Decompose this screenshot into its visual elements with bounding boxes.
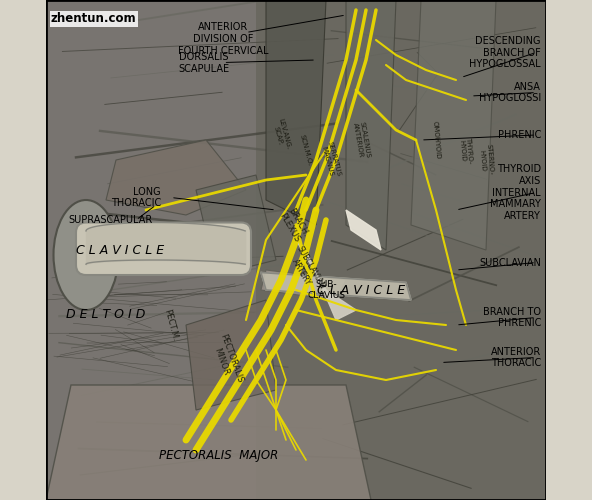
Text: OMOHYOID: OMOHYOID	[432, 120, 440, 160]
Polygon shape	[261, 270, 346, 300]
Text: SUBCLAVIAN: SUBCLAVIAN	[479, 258, 541, 268]
Text: D E L T O I D: D E L T O I D	[66, 308, 146, 322]
Text: STERNO-
HYOID: STERNO- HYOID	[478, 144, 494, 176]
Polygon shape	[186, 300, 276, 410]
Text: SERRATUS
MAGNUS: SERRATUS MAGNUS	[320, 141, 342, 179]
Polygon shape	[106, 140, 246, 215]
Text: SUPRASCAPULAR: SUPRASCAPULAR	[69, 215, 153, 225]
Text: THYROID
AXIS
INTERNAL
MAMMARY
ARTERY: THYROID AXIS INTERNAL MAMMARY ARTERY	[490, 164, 541, 220]
Text: ANSA
HYPOGLOSSI: ANSA HYPOGLOSSI	[479, 82, 541, 104]
Text: C L A V I C L E: C L A V I C L E	[317, 284, 405, 296]
Text: SCALENUS
ANTERIOR: SCALENUS ANTERIOR	[352, 120, 371, 160]
Polygon shape	[411, 0, 496, 250]
Text: zhentun.com: zhentun.com	[51, 12, 137, 26]
Text: DORSALIS
SCAPULAE: DORSALIS SCAPULAE	[178, 52, 229, 74]
Text: ANTERIOR
THORACIC: ANTERIOR THORACIC	[491, 346, 541, 368]
Text: BRANCH TO
PHRENIC: BRANCH TO PHRENIC	[483, 306, 541, 328]
Polygon shape	[296, 240, 356, 320]
Text: SUBCLAVIAN
ARTERY: SUBCLAVIAN ARTERY	[285, 244, 326, 296]
Text: LEV.ANG.
SCAP.: LEV.ANG. SCAP.	[271, 118, 291, 152]
Text: PECTORALIS  MAJOR: PECTORALIS MAJOR	[159, 448, 278, 462]
Text: PHRENIC: PHRENIC	[498, 130, 541, 140]
Text: ANTERIOR
DIVISION OF
FOURTH CERVICAL: ANTERIOR DIVISION OF FOURTH CERVICAL	[178, 22, 269, 56]
Text: LONG
THORACIC: LONG THORACIC	[111, 186, 161, 208]
Text: PECTORALIS
MINOR: PECTORALIS MINOR	[208, 332, 244, 388]
Polygon shape	[346, 0, 396, 250]
Text: BRACH.
PLEXUS: BRACH. PLEXUS	[277, 206, 310, 244]
Text: DESCENDING
BRANCH OF
HYPOGLOSSAL: DESCENDING BRANCH OF HYPOGLOSSAL	[469, 36, 541, 69]
FancyBboxPatch shape	[76, 222, 251, 275]
Polygon shape	[196, 175, 276, 275]
Polygon shape	[261, 272, 411, 300]
Polygon shape	[256, 0, 546, 500]
Polygon shape	[46, 385, 371, 500]
Polygon shape	[346, 210, 381, 250]
Text: THYRO-
HYOID: THYRO- HYOID	[458, 136, 474, 164]
Polygon shape	[266, 0, 326, 225]
Text: C L A V I C L E: C L A V I C L E	[76, 244, 164, 256]
Ellipse shape	[53, 200, 118, 310]
Polygon shape	[46, 0, 256, 500]
Text: SCN.M.O.: SCN.M.O.	[299, 134, 313, 166]
Text: SUB-
CLAVIUS: SUB- CLAVIUS	[307, 280, 345, 299]
Text: PECT.M.: PECT.M.	[162, 308, 179, 342]
